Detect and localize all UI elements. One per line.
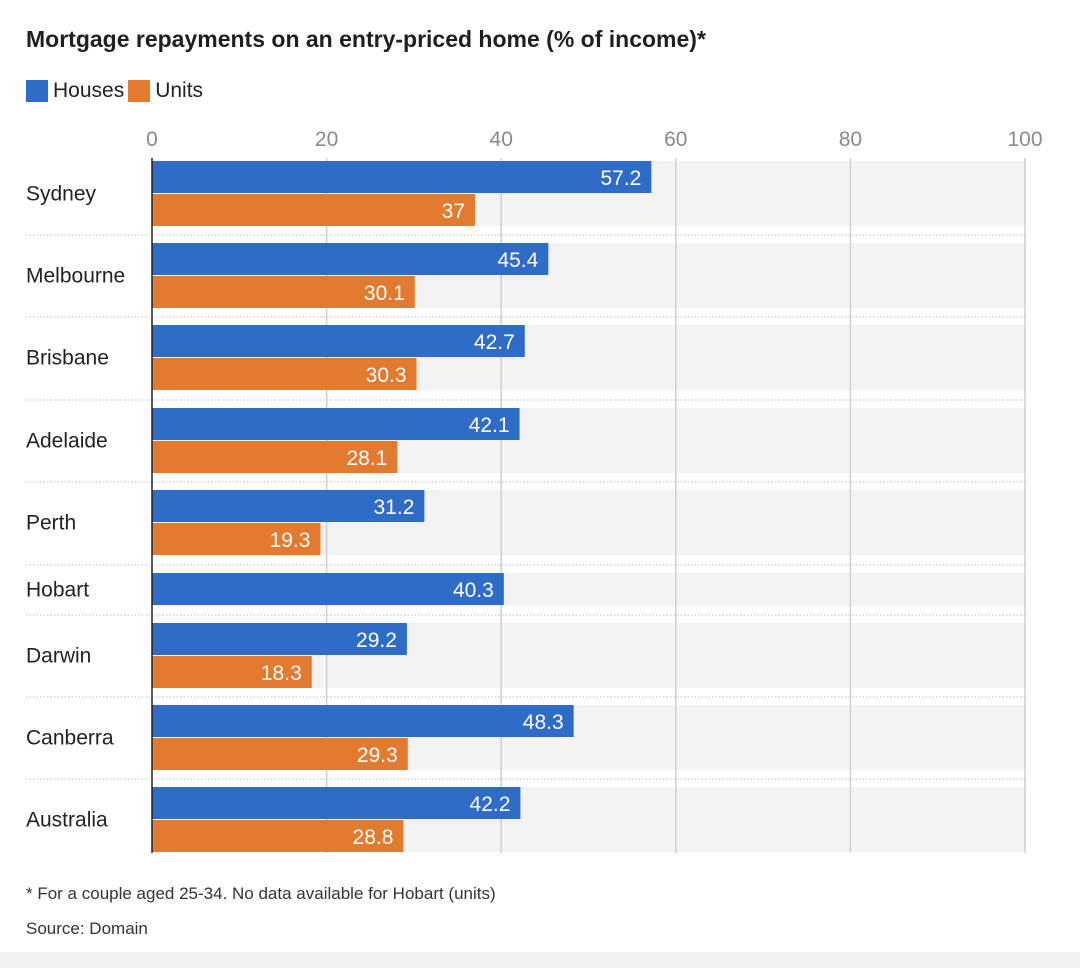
x-tick-label: 100 [1007,128,1042,151]
legend-swatch-units [128,80,151,102]
data-label-houses: 40.3 [453,579,494,602]
bar-houses [152,787,521,819]
category-label: Brisbane [26,347,109,370]
bar-houses [152,408,520,440]
data-label-houses: 48.3 [523,711,564,734]
bar-houses [152,490,425,522]
bar-houses [152,705,574,737]
bar-houses [152,243,549,275]
data-label-houses: 45.4 [497,249,538,272]
category-label: Perth [26,512,76,535]
bottom-band [0,952,1080,968]
bar-units [152,441,398,473]
legend-swatch-houses [26,80,48,102]
data-label-houses: 42.7 [474,331,515,354]
legend-label-units: Units [155,79,204,102]
data-label-houses: 57.2 [600,167,641,190]
bar-units [152,656,312,688]
data-label-units: 30.1 [364,282,405,305]
data-label-units: 37 [442,200,465,223]
data-label-units: 28.1 [346,447,387,470]
data-label-units: 29.3 [357,744,398,767]
legend-label-houses: Houses [53,79,125,102]
bar-units [152,738,408,770]
category-label: Australia [26,809,108,832]
bar-houses [152,325,525,357]
data-label-houses: 29.2 [356,629,397,652]
data-label-units: 30.3 [366,364,407,387]
category-label: Sydney [26,183,97,206]
bar-units [152,523,321,555]
category-label: Hobart [26,579,89,602]
legend: Houses Units [26,79,207,103]
bar-houses [152,573,504,605]
data-label-units: 28.8 [353,826,394,849]
x-tick-label: 80 [839,128,862,151]
data-label-houses: 42.1 [469,414,510,437]
data-label-units: 18.3 [261,662,302,685]
bar-chart: 0 20 40 60 80 100 Sydney 57.2 37 Melbourne 45.4 30.… [26,128,1043,853]
source-note: Source: Domain [26,919,148,938]
category-label: Darwin [26,645,91,668]
x-tick-label: 40 [490,128,513,151]
category-label: Melbourne [26,265,125,288]
x-tick-label: 60 [664,128,687,151]
bar-houses [152,161,652,193]
x-tick-label: 0 [146,128,158,151]
bar-units [152,194,476,226]
legend-item-units: Units [128,79,203,103]
bar-units [152,276,415,308]
data-label-houses: 31.2 [374,496,415,519]
category-label: Adelaide [26,430,108,453]
bar-units [152,358,417,390]
legend-item-houses: Houses [26,79,124,103]
category-label: Canberra [26,727,114,750]
bar-houses [152,623,407,655]
data-label-houses: 42.2 [470,793,511,816]
footnote: * For a couple aged 25-34. No data avail… [26,884,496,903]
chart-title: Mortgage repayments on an entry-priced h… [26,26,706,52]
bar-units [152,820,404,852]
x-tick-label: 20 [315,128,338,151]
data-label-units: 19.3 [270,529,311,552]
